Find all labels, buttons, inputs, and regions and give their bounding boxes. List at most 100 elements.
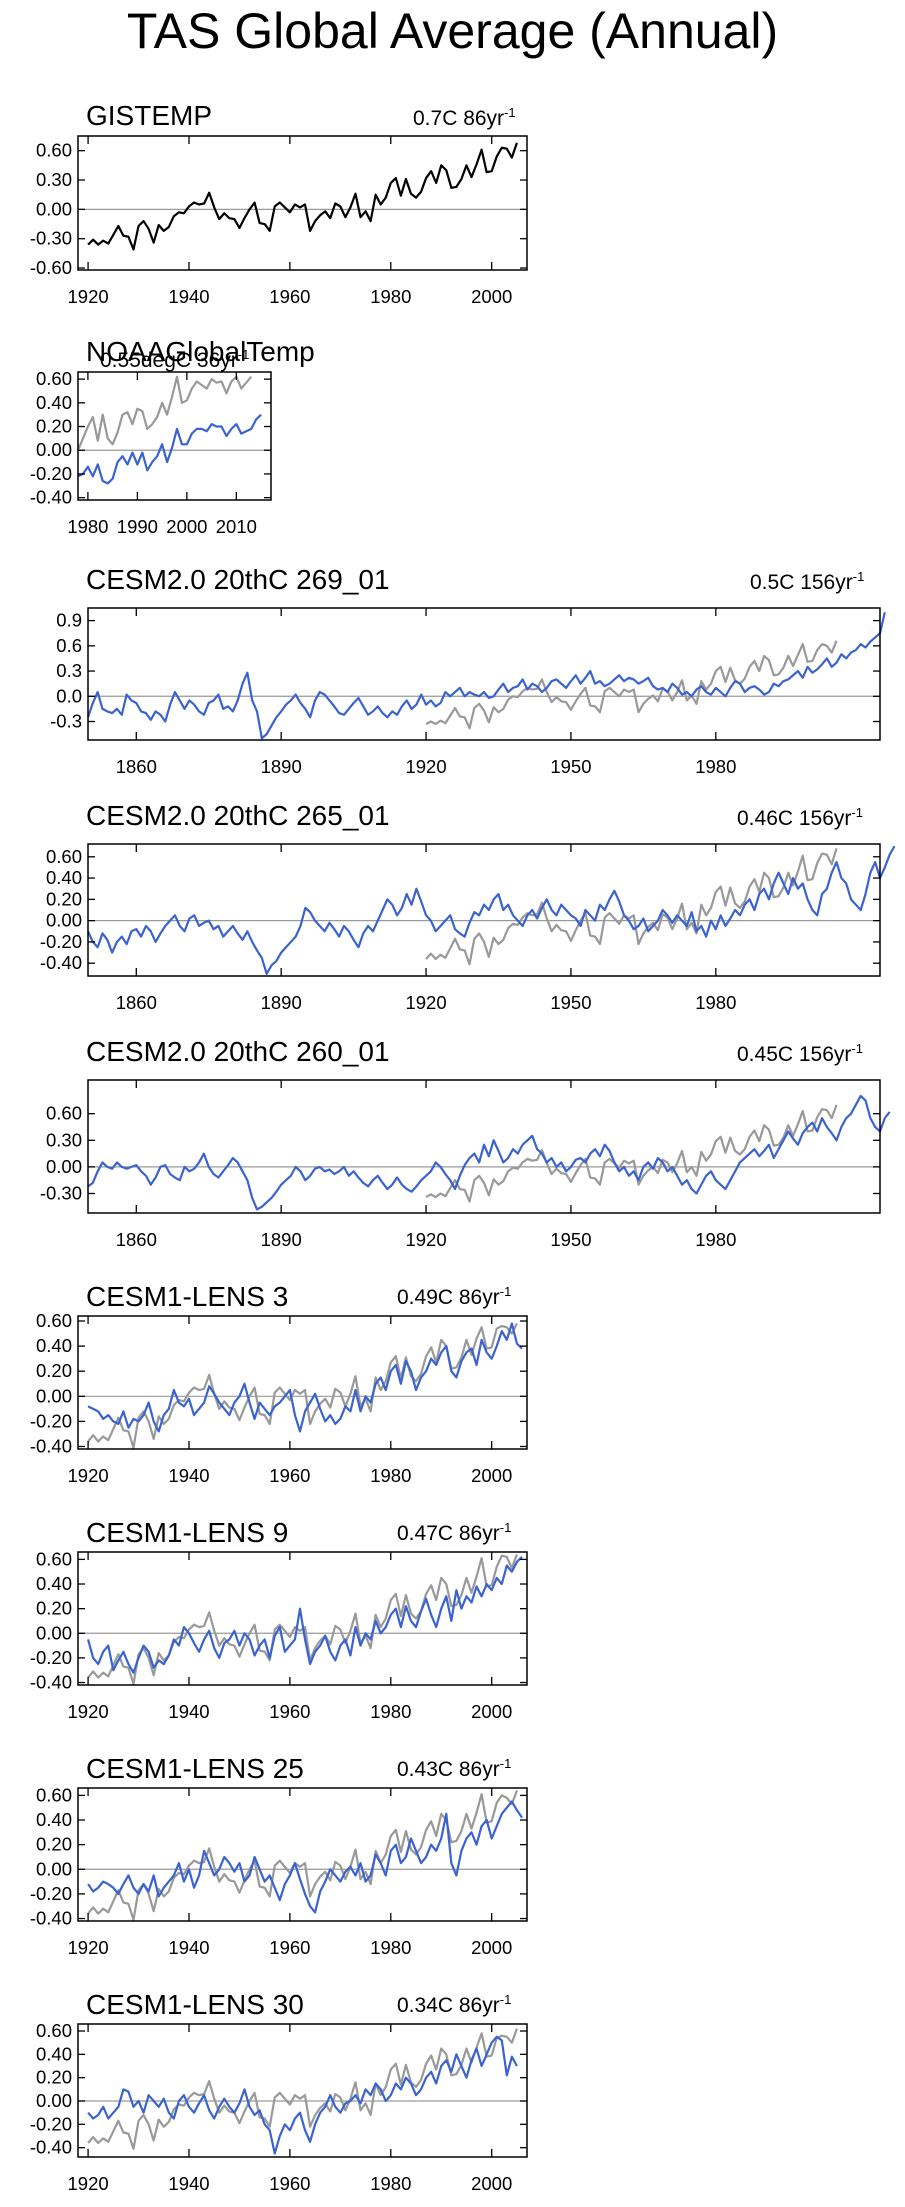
trend-label: 0.45C 156yr-1 — [737, 1041, 863, 1066]
x-tick-label: 1980 — [370, 2173, 411, 2194]
y-tick-label: 0.60 — [36, 140, 72, 161]
y-tick-label: -0.20 — [30, 1647, 72, 1668]
y-tick-label: 0.40 — [36, 1809, 72, 1830]
y-tick-label: 0.60 — [36, 1548, 72, 1569]
y-tick-label: 0.20 — [36, 416, 72, 437]
page-title: TAS Global Average (Annual) — [126, 3, 779, 59]
series-line-2 — [77, 413, 262, 485]
y-tick-label: 0.40 — [36, 1573, 72, 1594]
x-tick-label: 1980 — [370, 286, 411, 307]
x-tick-label: 1980 — [695, 756, 736, 777]
y-tick-label: 0.9 — [56, 610, 82, 631]
y-tick-label: 0.00 — [46, 910, 82, 931]
x-tick-label: 1980 — [67, 516, 108, 537]
x-tick-label: 1980 — [695, 992, 736, 1013]
x-tick-label: 1960 — [269, 2173, 310, 2194]
y-tick-label: 0.60 — [36, 1784, 72, 1805]
chart-title: CESM1-LENS 30 — [86, 1989, 304, 2020]
x-tick-label: 1860 — [116, 756, 157, 777]
series-line-2 — [87, 1556, 523, 1674]
x-tick-label: 1940 — [168, 1465, 209, 1486]
trend-label: 0.34C 86yr-1 — [397, 1992, 512, 2017]
series-line-1 — [425, 847, 838, 966]
x-tick-label: 1980 — [695, 1229, 736, 1250]
x-tick-label: 1950 — [550, 992, 591, 1013]
series-line-2 — [87, 1800, 523, 1914]
x-tick-label: 1950 — [550, 756, 591, 777]
chart-title: CESM1-LENS 9 — [86, 1517, 289, 1548]
x-tick-label: 1980 — [370, 1701, 411, 1722]
chart-title: CESM2.0 20thC 265_01 — [86, 800, 390, 831]
y-tick-label: -0.40 — [30, 1672, 72, 1693]
series-line-2 — [86, 845, 896, 975]
x-tick-label: 2000 — [471, 1465, 512, 1486]
series-line-2 — [86, 611, 886, 740]
plot-frame — [77, 1787, 528, 1922]
y-tick-label: -0.40 — [30, 487, 72, 508]
x-tick-label: 2000 — [471, 286, 512, 307]
y-tick-label: -0.40 — [30, 1435, 72, 1456]
x-tick-label: 1860 — [116, 1229, 157, 1250]
y-tick-label: 0.00 — [36, 2090, 72, 2111]
chart-title: CESM2.0 20thC 260_01 — [86, 1036, 390, 1067]
series-line-1 — [87, 2028, 518, 2150]
series-line-1 — [76, 375, 253, 451]
plot-frame — [77, 1551, 528, 1686]
plot-frame — [77, 135, 528, 271]
plot-frame — [77, 371, 272, 501]
trend-label: 0.55degC 36yr-1 — [100, 347, 250, 372]
trend-label: 0.7C 86yr-1 — [413, 105, 516, 130]
plot-frame — [87, 607, 881, 741]
y-tick-label: 0.40 — [36, 2043, 72, 2064]
x-tick-label: 1920 — [68, 286, 109, 307]
y-tick-label: 0.0 — [56, 685, 82, 706]
y-tick-label: 0.3 — [56, 660, 82, 681]
y-tick-label: 0.60 — [46, 1103, 82, 1124]
y-tick-label: 0.60 — [36, 1310, 72, 1331]
x-tick-label: 1920 — [68, 1465, 109, 1486]
trend-label: 0.49C 86yr-1 — [397, 1284, 512, 1309]
x-tick-label: 1890 — [261, 992, 302, 1013]
series-line-1 — [425, 640, 838, 730]
y-tick-label: 0.40 — [36, 1335, 72, 1356]
x-tick-label: 1980 — [370, 1465, 411, 1486]
series-line-1 — [87, 1323, 518, 1449]
trend-label: 0.47C 86yr-1 — [397, 1520, 512, 1545]
chart-title: CESM1-LENS 3 — [86, 1281, 289, 1312]
y-tick-label: 0.20 — [46, 888, 82, 909]
y-tick-label: 0.6 — [56, 635, 82, 656]
y-tick-label: 0.60 — [36, 368, 72, 389]
chart-title: GISTEMP — [86, 100, 213, 131]
y-tick-label: 0.40 — [46, 867, 82, 888]
x-tick-label: 1920 — [405, 1229, 446, 1250]
x-tick-label: 1890 — [261, 1229, 302, 1250]
x-tick-label: 1960 — [269, 286, 310, 307]
chart-title: NOAAGlobalTemp — [86, 336, 315, 367]
y-tick-label: 0.20 — [36, 1598, 72, 1619]
y-tick-label: -0.3 — [50, 711, 82, 732]
x-tick-label: 2000 — [471, 1701, 512, 1722]
x-tick-label: 1980 — [370, 1937, 411, 1958]
y-tick-label: -0.30 — [40, 1182, 82, 1203]
y-tick-label: 0.30 — [36, 169, 72, 190]
y-tick-label: -0.20 — [30, 1410, 72, 1431]
y-tick-label: -0.40 — [30, 2137, 72, 2158]
x-tick-label: 1960 — [269, 1465, 310, 1486]
trend-label: 0.5C 156yr-1 — [750, 569, 865, 594]
plot-frame — [77, 2023, 528, 2158]
series-line-1 — [87, 142, 518, 251]
y-tick-label: 0.00 — [36, 1385, 72, 1406]
y-tick-label: -0.20 — [30, 1883, 72, 1904]
y-tick-label: -0.30 — [30, 228, 72, 249]
x-tick-label: 1890 — [261, 756, 302, 777]
y-tick-label: -0.60 — [30, 257, 72, 278]
x-tick-label: 1920 — [405, 992, 446, 1013]
x-tick-label: 1990 — [117, 516, 158, 537]
x-tick-label: 1960 — [269, 1701, 310, 1722]
plot-frame — [87, 843, 881, 977]
